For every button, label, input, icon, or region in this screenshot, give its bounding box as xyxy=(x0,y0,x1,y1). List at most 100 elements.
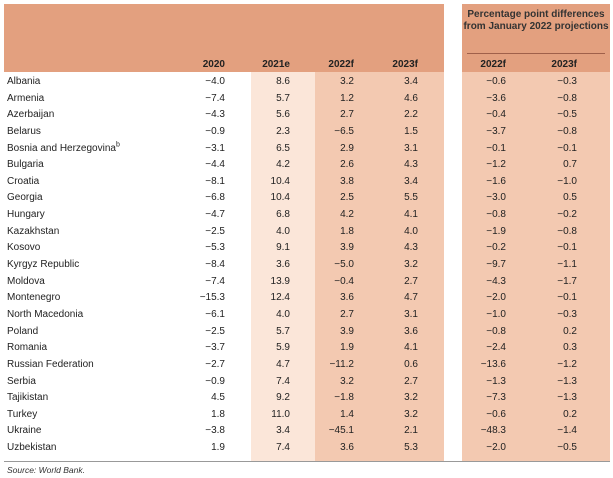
value-2022f: 2.7 xyxy=(340,308,354,320)
value-2020: −7.4 xyxy=(205,275,225,287)
value-2021e: 2.3 xyxy=(276,125,290,137)
country-label: Bulgaria xyxy=(7,159,44,171)
diff-2023f: −0.1 xyxy=(557,242,577,254)
value-2022f: 3.8 xyxy=(340,175,354,187)
country-name: Uzbekistan xyxy=(7,440,56,457)
diff-2022f: −0.4 xyxy=(486,109,506,121)
value-2022f: 1.9 xyxy=(340,342,354,354)
diff-2022f: −48.3 xyxy=(480,425,506,437)
diff-2023f: −0.1 xyxy=(557,142,577,154)
value-2021e: 5.7 xyxy=(276,92,290,104)
country-name: Kazakhstan xyxy=(7,224,59,241)
country-label: Ukraine xyxy=(7,425,42,437)
diff-2023f: −1.2 xyxy=(557,358,577,370)
value-2021e: 8.6 xyxy=(276,76,290,87)
country-name: Montenegro xyxy=(7,290,60,307)
country-name: Tajikistan xyxy=(7,390,48,407)
shade-differences xyxy=(462,72,610,462)
value-2020: −7.4 xyxy=(205,92,225,104)
table-row: Serbia −0.9 7.4 3.2 2.7 −1.3 −1.3 xyxy=(0,374,613,391)
value-2021e: 10.4 xyxy=(270,175,290,187)
value-2023f: 4.0 xyxy=(404,225,418,237)
table-row: Kosovo −5.3 9.1 3.9 4.3 −0.2 −0.1 xyxy=(0,240,613,257)
diff-2023f: 0.2 xyxy=(563,325,577,337)
diff-2022f: −0.6 xyxy=(486,408,506,420)
country-label: Albania xyxy=(7,76,41,87)
country-name: Hungary xyxy=(7,207,45,224)
table-row: Russian Federation −2.7 4.7 −11.2 0.6 −13.6 −1… xyxy=(0,357,613,374)
value-2021e: 9.1 xyxy=(276,242,290,254)
diff-2023f: −0.1 xyxy=(557,292,577,304)
diff-2023f: 0.2 xyxy=(563,408,577,420)
value-2020: −8.4 xyxy=(205,259,225,271)
diff-2023f: −1.3 xyxy=(557,392,577,404)
diff-2022f: −1.3 xyxy=(486,375,506,387)
value-2023f: 3.2 xyxy=(404,392,418,404)
table-row: Kazakhstan −2.5 4.0 1.8 4.0 −1.9 −0.8 xyxy=(0,224,613,241)
value-2020: −15.3 xyxy=(199,292,225,304)
diff-2023f: −0.5 xyxy=(557,442,577,454)
value-2022f: 2.9 xyxy=(340,142,354,154)
value-2020: 1.9 xyxy=(211,442,225,454)
table-row: Albania −4.0 8.6 3.2 3.4 −0.6 −0.3 xyxy=(0,74,613,91)
diff-2022f: −0.8 xyxy=(486,325,506,337)
country-name: Serbia xyxy=(7,374,36,391)
value-2021e: 13.9 xyxy=(270,275,290,287)
value-2023f: 3.4 xyxy=(404,76,418,87)
diff-2022f: −1.2 xyxy=(486,159,506,171)
value-2020: −4.0 xyxy=(205,76,225,87)
bottom-rule xyxy=(4,461,610,462)
diff-2022f: −0.2 xyxy=(486,242,506,254)
diff-2023f: −0.2 xyxy=(557,209,577,221)
country-label: Serbia xyxy=(7,375,36,387)
value-2021e: 7.4 xyxy=(276,442,290,454)
country-name: Bosnia and Herzegovinab xyxy=(7,141,120,158)
table-row: North Macedonia −6.1 4.0 2.7 3.1 −1.0 −0.3 xyxy=(0,307,613,324)
diff-2023f: −1.1 xyxy=(557,259,577,271)
diff-2023f: −0.3 xyxy=(557,76,577,87)
value-2020: −6.8 xyxy=(205,192,225,204)
value-2023f: 0.6 xyxy=(404,358,418,370)
value-2021e: 9.2 xyxy=(276,392,290,404)
country-label: Hungary xyxy=(7,209,45,221)
country-name: Kyrgyz Republic xyxy=(7,257,79,274)
country-name: Poland xyxy=(7,324,38,341)
country-name: Romania xyxy=(7,340,47,357)
country-label: Georgia xyxy=(7,192,43,204)
country-label: Moldova xyxy=(7,275,45,287)
diff-2023f: −1.3 xyxy=(557,375,577,387)
footnote-marker: b xyxy=(115,141,120,149)
value-2022f: 3.6 xyxy=(340,442,354,454)
diff-2022f: −3.0 xyxy=(486,192,506,204)
diff-2022f: −3.6 xyxy=(486,92,506,104)
diff-2022f: −7.3 xyxy=(486,392,506,404)
value-2022f: 1.4 xyxy=(340,408,354,420)
table-row: Kyrgyz Republic −8.4 3.6 −5.0 3.2 −9.7 −1.1 xyxy=(0,257,613,274)
shade-2023f xyxy=(379,72,444,462)
shade-2021e xyxy=(251,72,315,462)
diff-2022f: −0.6 xyxy=(486,76,506,87)
country-label: Russian Federation xyxy=(7,358,94,370)
value-2020: 4.5 xyxy=(211,392,225,404)
value-2023f: 2.7 xyxy=(404,275,418,287)
value-2020: −4.3 xyxy=(205,109,225,121)
country-name: Ukraine xyxy=(7,423,41,440)
table-row: Tajikistan 4.5 9.2 −1.8 3.2 −7.3 −1.3 xyxy=(0,390,613,407)
diff-2023f: −0.3 xyxy=(557,308,577,320)
diff-2023f: 0.3 xyxy=(563,342,577,354)
country-name: Georgia xyxy=(7,190,43,207)
group-title: Percentage point differences from Januar… xyxy=(463,9,609,32)
value-2020: −3.8 xyxy=(205,425,225,437)
value-2022f: −6.5 xyxy=(334,125,354,137)
value-2023f: 2.2 xyxy=(404,109,418,121)
value-2020: −3.1 xyxy=(205,142,225,154)
table-row: Hungary −4.7 6.8 4.2 4.1 −0.8 −0.2 xyxy=(0,207,613,224)
country-name: Turkey xyxy=(7,407,37,424)
table-row: Poland −2.5 5.7 3.9 3.6 −0.8 0.2 xyxy=(0,324,613,341)
value-2021e: 12.4 xyxy=(270,292,290,304)
value-2023f: 4.3 xyxy=(404,242,418,254)
value-2023f: 3.6 xyxy=(404,325,418,337)
value-2021e: 11.0 xyxy=(271,408,290,420)
country-label: Turkey xyxy=(7,408,38,420)
